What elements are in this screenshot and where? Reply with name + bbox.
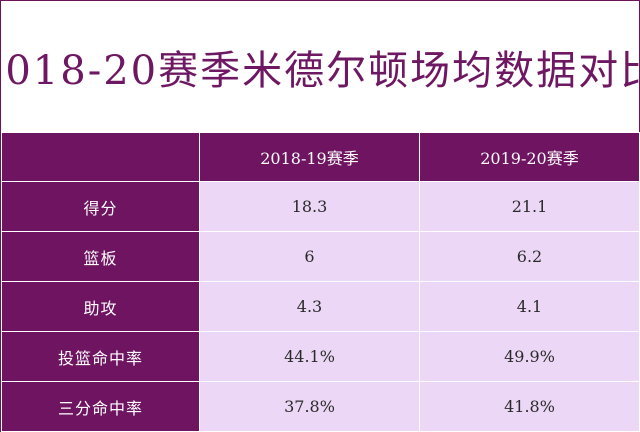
header-cell-empty: [1, 132, 200, 182]
table-row: 得分 18.3 21.1: [1, 181, 640, 232]
cell-rebounds-2018-19: 6: [199, 231, 420, 282]
header-cell-2019-20: 2019-20赛季: [419, 132, 640, 182]
cell-assists-2018-19: 4.3: [199, 281, 420, 332]
table-row: 篮板 6 6.2: [1, 231, 640, 282]
title-bar: 2018-20赛季米德尔顿场均数据对比: [0, 1, 640, 132]
cell-3p-pct-2019-20: 41.8%: [419, 381, 640, 432]
stats-table: 2018-19赛季 2019-20赛季 得分 18.3 21.1 篮板 6 6.…: [1, 132, 640, 432]
page-title: 2018-20赛季米德尔顿场均数据对比: [0, 47, 640, 94]
table-row: 三分命中率 37.8% 41.8%: [1, 381, 640, 432]
row-label-3p-pct: 三分命中率: [1, 381, 200, 432]
cell-3p-pct-2018-19: 37.8%: [199, 381, 420, 432]
table-row: 助攻 4.3 4.1: [1, 281, 640, 332]
row-label-assists: 助攻: [1, 281, 200, 332]
header-cell-2018-19: 2018-19赛季: [199, 132, 420, 182]
cell-fg-pct-2019-20: 49.9%: [419, 331, 640, 382]
cell-assists-2019-20: 4.1: [419, 281, 640, 332]
cell-points-2019-20: 21.1: [419, 181, 640, 232]
cell-points-2018-19: 18.3: [199, 181, 420, 232]
row-label-points: 得分: [1, 181, 200, 232]
cell-fg-pct-2018-19: 44.1%: [199, 331, 420, 382]
cell-rebounds-2019-20: 6.2: [419, 231, 640, 282]
table-row: 投篮命中率 44.1% 49.9%: [1, 331, 640, 382]
row-label-fg-pct: 投篮命中率: [1, 331, 200, 382]
row-label-rebounds: 篮板: [1, 231, 200, 282]
table-header-row: 2018-19赛季 2019-20赛季: [1, 132, 640, 182]
